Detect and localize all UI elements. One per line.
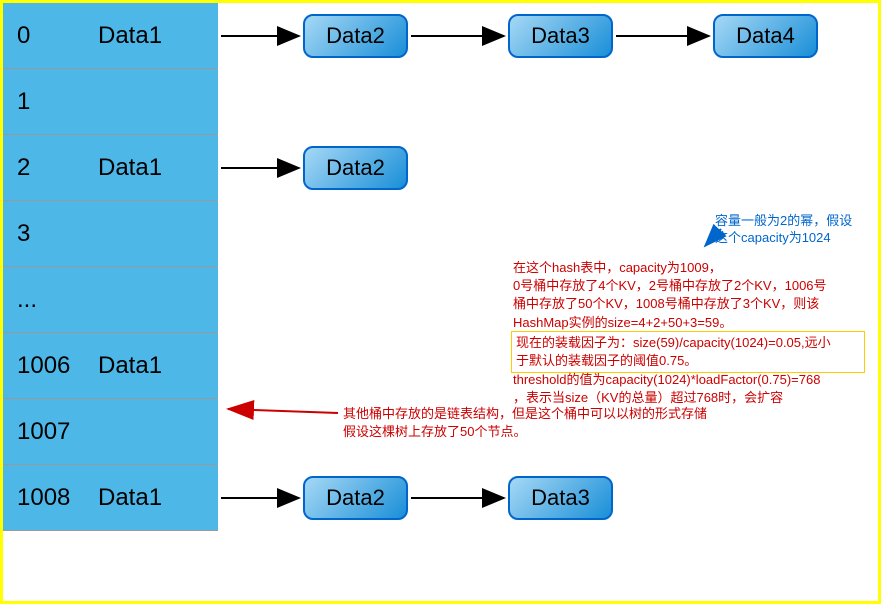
chain-node: Data2	[303, 14, 408, 58]
bucket-row: ...	[3, 267, 218, 333]
tree-storage-note: 其他桶中存放的是链表结构，但是这个桶中可以以树的形式存储假设这棵树上存放了50个…	[343, 405, 773, 441]
bucket-index: 1008	[3, 484, 98, 512]
bucket-data: Data1	[98, 154, 218, 182]
load-factor-highlight: 现在的装载因子为：size(59)/capacity(1024)=0.05,远小…	[511, 331, 865, 373]
bucket-row: 1007	[3, 399, 218, 465]
bucket-index: 0	[3, 22, 98, 50]
bucket-column: 0Data112Data13...1006Data110071008Data1	[3, 3, 218, 531]
threshold-note: threshold的值为capacity(1024)*loadFactor(0.…	[513, 371, 863, 407]
capacity-note-blue: 容量一般为2的幂，假设这个capacity为1024	[715, 213, 875, 247]
diagram-canvas: 0Data112Data13...1006Data110071008Data1 …	[0, 0, 881, 604]
bucket-index: ...	[3, 286, 98, 314]
bucket-index: 1007	[3, 418, 98, 446]
bucket-data: Data1	[98, 484, 218, 512]
bucket-index: 3	[3, 220, 98, 248]
bucket-data: Data1	[98, 22, 218, 50]
chain-node: Data2	[303, 476, 408, 520]
bucket-data: Data1	[98, 352, 218, 380]
bucket-index: 1006	[3, 352, 98, 380]
bucket-index: 2	[3, 154, 98, 182]
bucket-row: 0Data1	[3, 3, 218, 69]
explanation-note-1: 在这个hash表中，capacity为1009，0号桶中存放了4个KV，2号桶中…	[513, 259, 863, 332]
chain-node: Data3	[508, 476, 613, 520]
chain-node: Data4	[713, 14, 818, 58]
bucket-row: 1	[3, 69, 218, 135]
bucket-row: 1008Data1	[3, 465, 218, 531]
bucket-row: 1006Data1	[3, 333, 218, 399]
bucket-row: 2Data1	[3, 135, 218, 201]
chain-node: Data2	[303, 146, 408, 190]
bucket-index: 1	[3, 88, 98, 116]
chain-node: Data3	[508, 14, 613, 58]
bucket-row: 3	[3, 201, 218, 267]
